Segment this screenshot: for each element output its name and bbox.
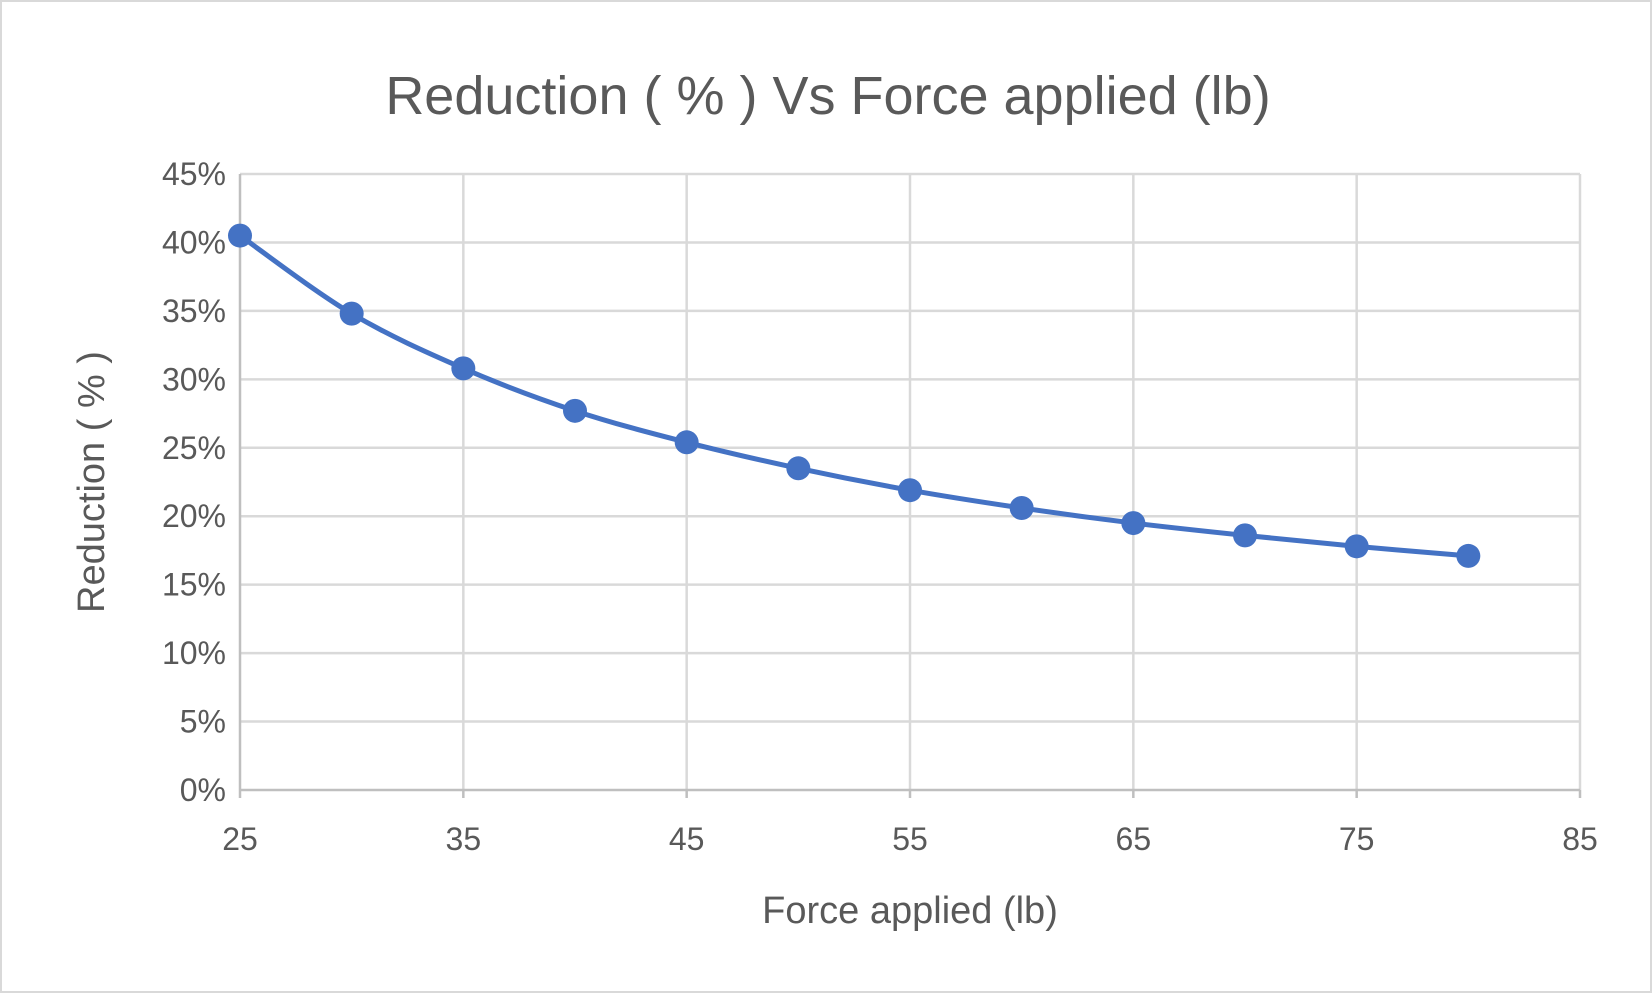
tick-labels: 0% 5% 10% 15% 20% 25% 30% 35% 40% 45% 25 35 45 55 65 75… [162,156,1598,857]
data-point [1121,511,1146,536]
data-point [898,478,922,503]
y-tick-label: 15% [162,567,226,603]
data-point [451,356,476,381]
x-tick-label: 75 [1339,821,1375,857]
y-tick-label: 5% [180,704,226,740]
y-tick-label: 40% [162,224,226,260]
x-tick-label: 85 [1562,821,1598,857]
x-tick-label: 25 [222,821,258,857]
y-tick-label: 30% [162,361,226,397]
series-line [237,233,1471,559]
chart-title: Reduction ( % ) Vs Force applied (lb) [385,66,1270,126]
data-point [786,456,811,481]
x-tick-label: 45 [669,821,705,857]
x-tick-label: 55 [892,821,928,857]
data-point [1233,523,1257,548]
y-tick-label: 25% [162,430,226,466]
y-tick-label: 35% [162,293,226,329]
x-tick-label: 35 [446,821,482,857]
axes [238,174,1582,798]
series-layer [228,223,1481,568]
x-tick-label: 65 [1116,821,1152,857]
y-tick-label: 45% [162,156,226,192]
data-point [563,398,587,423]
y-tick-label: 0% [180,772,226,808]
data-point [339,301,364,326]
x-axis-title: Force applied (lb) [762,890,1058,932]
data-point [1009,496,1034,521]
y-tick-label: 20% [162,498,226,534]
data-point [228,223,252,248]
y-axis-title: Reduction ( % ) [71,351,113,613]
y-tick-label: 10% [162,635,226,671]
data-point [1344,534,1369,559]
data-point [674,430,699,455]
data-point [1456,543,1481,568]
